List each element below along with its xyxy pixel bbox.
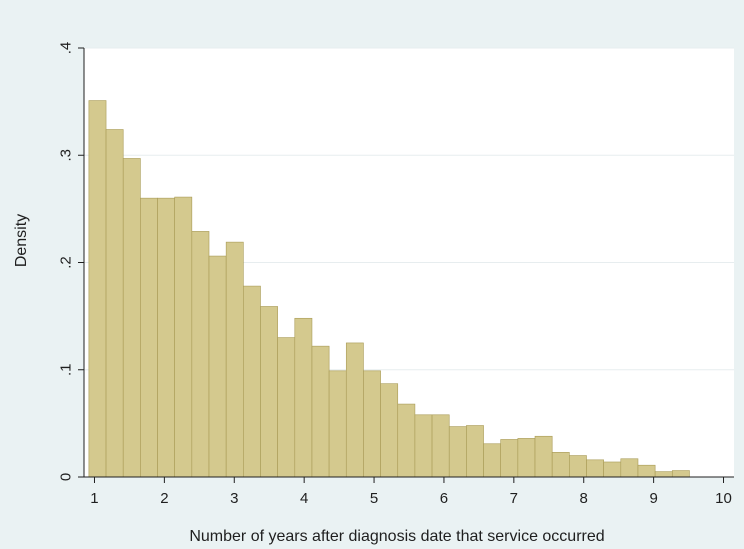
histogram-bar-25	[517, 438, 536, 478]
histogram-bar-5	[174, 196, 193, 478]
x-axis-title: Number of years after diagnosis date tha…	[189, 528, 604, 545]
histogram-bar-7	[208, 255, 227, 478]
histogram-bar-10	[260, 306, 278, 478]
histogram-bar-15	[345, 342, 364, 478]
histogram-bar-17	[380, 383, 399, 478]
histogram-bar-31	[620, 458, 639, 478]
histogram-bar-29	[586, 459, 604, 478]
histogram-bar-30	[603, 461, 622, 478]
tick-labels: 0 .1 .2 .3 .4 1 2 3 4 5 6 7 8 9 10	[58, 42, 732, 507]
x-tick-label-8: 9	[649, 490, 657, 507]
x-tick-label-2: 3	[230, 490, 238, 507]
histogram-bar-11	[277, 337, 296, 478]
histogram-bar-33	[654, 471, 673, 478]
x-tick-label-7: 8	[580, 490, 588, 507]
histogram-bar-26	[534, 435, 553, 478]
x-tick-label-3: 4	[300, 490, 308, 507]
x-tick-label-4: 5	[370, 490, 378, 507]
histogram-bar-32	[637, 464, 656, 478]
histogram-bar-19	[414, 414, 433, 478]
y-tick-label-2: .2	[58, 256, 75, 269]
bars-group	[88, 100, 690, 478]
x-tick-label-6: 7	[510, 490, 518, 507]
histogram-bar-28	[569, 455, 587, 478]
histogram-bar-20	[431, 414, 450, 478]
x-tick-label-1: 2	[160, 490, 168, 507]
histogram-bar-18	[397, 403, 416, 478]
x-tick-label-9: 10	[715, 490, 732, 507]
histogram-bar-13	[311, 345, 330, 478]
histogram-bar-1	[105, 129, 124, 478]
y-tick-label-0: 0	[58, 473, 75, 481]
y-axis-title: Density	[13, 214, 30, 267]
histogram-bar-21	[448, 426, 467, 478]
histogram-bar-23	[483, 443, 501, 478]
histogram-bar-16	[363, 370, 381, 478]
histogram-bar-24	[500, 439, 519, 478]
histogram-bar-0	[88, 100, 107, 478]
y-tick-label-3: .3	[58, 149, 75, 162]
histogram-bar-4	[157, 197, 175, 478]
x-tick-label-5: 6	[440, 490, 448, 507]
histogram-bar-3	[140, 197, 158, 478]
histogram-bar-8	[225, 241, 244, 478]
histogram-bar-9	[243, 285, 261, 478]
histogram-bar-34	[671, 470, 690, 478]
x-tick-label-0: 1	[90, 490, 98, 507]
histogram-bar-14	[328, 370, 347, 478]
y-tick-label-4: .4	[58, 42, 75, 55]
histogram-bar-27	[551, 452, 570, 478]
histogram-bar-2	[122, 158, 141, 478]
histogram-bar-22	[466, 425, 484, 478]
histogram-bar-6	[191, 231, 210, 478]
y-tick-label-1: .1	[58, 363, 75, 376]
histogram-bar-12	[294, 317, 313, 478]
